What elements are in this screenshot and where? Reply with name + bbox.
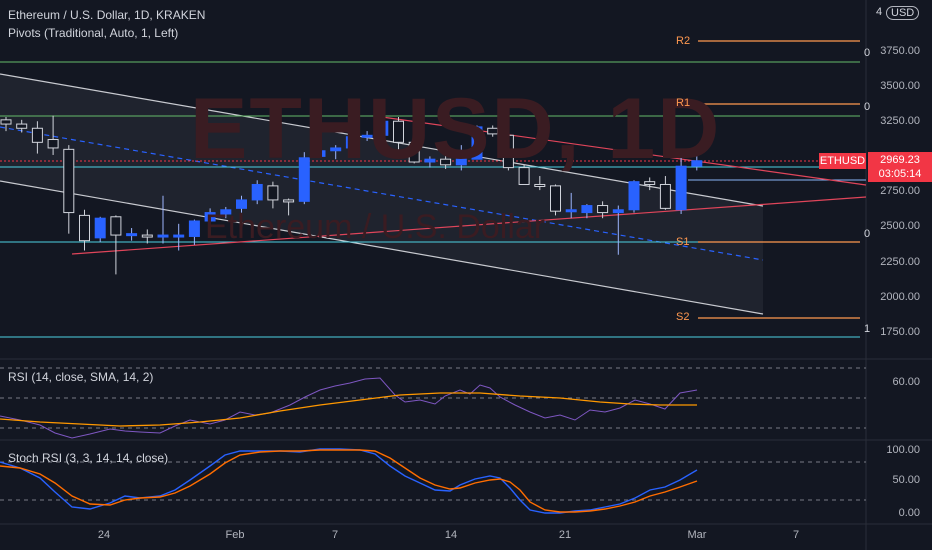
time-tick: Feb [225,529,245,541]
price-tick: 2250.00 [880,256,920,268]
price-tick: 3500.00 [880,80,920,92]
pivot-s2-label: S2 [676,311,690,323]
candle-up [330,147,342,152]
symbol-price-badge: ETHUSD [819,153,866,169]
last-price-value: 2969.23 [880,154,920,166]
candle-down [487,127,499,135]
candle-down [110,216,122,236]
candle-up [220,209,232,215]
rsi-legend[interactable]: RSI (14, close, SMA, 14, 2) [8,370,154,384]
price-tick: 3750.00 [880,45,920,57]
candle-down [534,183,546,187]
pivot-edge-label: 0 [864,228,871,240]
candle-up [173,234,185,238]
time-tick: Mar [687,529,707,541]
price-tick: 2500.00 [880,220,920,232]
bar-countdown: 03:05:14 [878,168,922,180]
candle-up [628,181,640,211]
candle-up [298,157,310,202]
candle-down [440,158,452,166]
candle-down [267,185,279,201]
time-tick: 24 [97,529,111,541]
channel-lower-line[interactable] [0,180,764,315]
trendline-resistance[interactable] [381,116,867,186]
candle-down [393,120,404,143]
currency-toggle[interactable]: USD [886,6,920,20]
pivot-edge-label: 0 [864,101,871,113]
candle-down [502,134,514,169]
candle-up [691,160,703,167]
rsi-axis-tick: 60.00 [892,376,920,388]
candle-up [314,150,326,157]
candle-up [251,183,263,201]
stoch-axis-tick: 50.00 [892,474,920,486]
candle-down [283,199,295,203]
pivots-legend[interactable]: Pivots (Traditional, Auto, 1, Left) [8,26,179,40]
time-tick: 7 [792,529,800,541]
candle-up [565,209,577,213]
time-tick: 14 [444,529,458,541]
stoch-k-line [0,448,698,514]
rsi-ma-line [0,392,697,427]
stoch-axis-tick: 0.00 [898,507,920,519]
pivot-edge-label: 1 [864,323,871,335]
pivot-r1-label: R1 [676,97,691,109]
pivot-r2-label: R2 [676,35,691,47]
candle-up [612,209,624,214]
price-tick: 3250.00 [880,115,920,127]
candle-down [408,141,420,163]
candle-down [550,185,561,212]
time-tick: 7 [331,529,339,541]
candle-down [659,183,671,209]
stoch-legend[interactable]: Stoch RSI (3, 3, 14, 14, close) [8,451,169,465]
stoch-d-line [0,449,698,513]
candle-up [455,157,467,166]
candle-up [471,126,483,160]
symbol-watermark: ETHUSD, 1D [190,81,722,177]
candle-down [31,127,43,143]
pivot-s1-label: S1 [676,236,690,248]
candle-up [424,158,436,163]
candle-down [79,214,90,242]
candle-down [141,234,153,238]
price-tick: 2000.00 [880,291,920,303]
candle-up [675,165,687,211]
candle-up [94,217,106,239]
name-watermark: Ethereum / U.S. Dollar [205,208,546,246]
candle-up [345,136,357,149]
candle-down [644,181,656,185]
top-axis-partial: 4 [876,6,883,18]
channel-mid-line[interactable] [0,126,764,261]
chart-title[interactable]: Ethereum / U.S. Dollar, 1D, KRAKEN [8,8,206,22]
trendline-support[interactable] [71,196,867,255]
candle-down [0,119,12,125]
candlestick-series [0,115,703,275]
price-tick: 2750.00 [880,185,920,197]
stoch-axis-tick: 100.00 [886,444,920,456]
candle-down [47,139,59,149]
candle-down [597,205,609,214]
candle-up [361,134,373,138]
pivot-edge-label: 0 [864,47,871,59]
candle-up [157,234,169,238]
candle-down [16,123,28,129]
rsi-line [0,377,698,439]
candle-up [581,205,593,214]
price-tick: 1750.00 [880,326,920,338]
time-tick: 21 [558,529,572,541]
candle-down [518,167,530,185]
candle-up [126,233,138,237]
candle-up [377,120,389,136]
candle-up [188,220,200,237]
candle-up [236,199,247,209]
candle-up [204,212,216,222]
candle-down [63,148,75,214]
last-price-badge: 2969.23 03:05:14 [868,152,932,182]
